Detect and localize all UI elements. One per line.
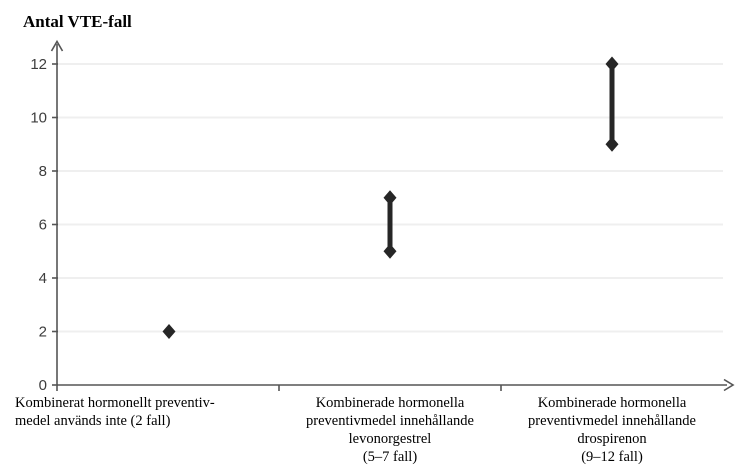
category-label-line: preventivmedel innehållande <box>306 413 474 429</box>
data-point-diamond <box>605 56 619 72</box>
category-label-line: drospirenon <box>577 431 647 447</box>
y-tick-label: 4 <box>39 270 47 287</box>
category-label-line: (9–12 fall) <box>581 449 643 465</box>
y-tick-label: 2 <box>39 324 47 341</box>
y-axis-arrow-icon <box>50 39 64 52</box>
y-tick-label: 8 <box>39 163 47 180</box>
category-label-line: medel används inte (2 fall) <box>15 413 171 429</box>
y-tick-label: 12 <box>30 56 47 73</box>
data-point-diamond <box>383 243 397 259</box>
y-tick-label: 0 <box>39 377 47 394</box>
category-label-line: Kombinerat hormonellt preventiv- <box>15 395 215 411</box>
category-label-line: levonorgestrel <box>349 431 432 447</box>
category-label-line: Kombinerade hormonella <box>316 395 465 411</box>
y-tick-label: 10 <box>30 110 47 127</box>
data-point-diamond <box>383 190 397 206</box>
data-point-diamond <box>605 136 619 152</box>
chart-title: Antal VTE-fall <box>23 12 132 31</box>
x-axis-arrow-icon <box>723 378 735 392</box>
y-tick-label: 6 <box>39 217 47 234</box>
category-label-line: preventivmedel innehållande <box>528 413 696 429</box>
category-label-line: Kombinerade hormonella <box>538 395 687 411</box>
category-label-line: (5–7 fall) <box>363 449 418 465</box>
data-point-diamond <box>162 324 176 339</box>
